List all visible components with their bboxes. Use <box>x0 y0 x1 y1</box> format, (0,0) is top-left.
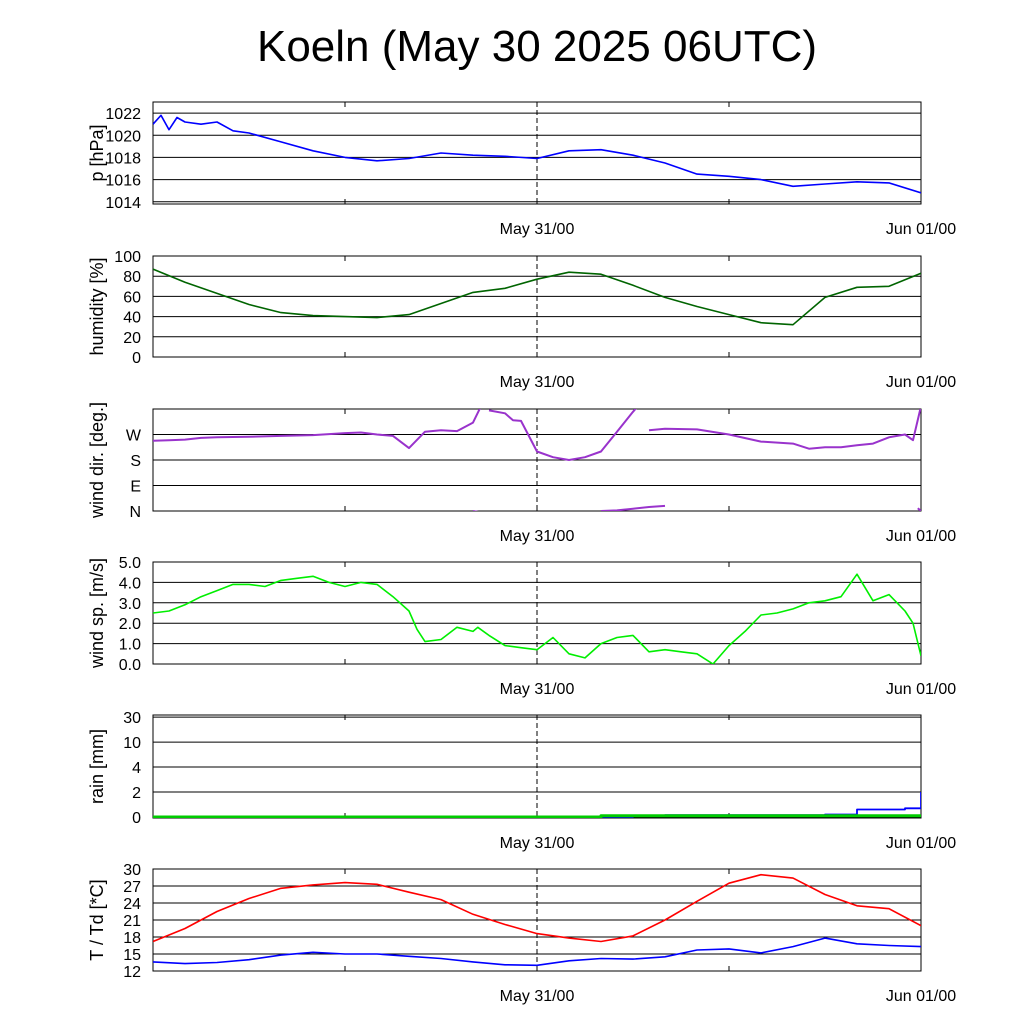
rain-ytick-label: 30 <box>123 710 141 727</box>
wind_dir-xtick-label: Jun 01/00 <box>886 528 956 545</box>
rain-xtick-label: May 31/00 <box>500 835 575 852</box>
pressure-ytick-label: 1014 <box>105 195 141 212</box>
temperature-xtick-label: May 31/00 <box>500 988 575 1005</box>
temperature-series-line <box>153 873 921 943</box>
temperature-ytick-label: 18 <box>123 930 141 947</box>
wind-dir-series-line <box>153 409 481 450</box>
pressure-xtick-label: May 31/00 <box>500 221 575 238</box>
temperature-ytick-label: 12 <box>123 964 141 981</box>
humidity-ytick-label: 40 <box>123 310 141 327</box>
rain-ytick-label: 0 <box>132 810 141 827</box>
wind_speed-ytick-label: 1.0 <box>119 637 141 654</box>
temperature-ytick-label: 15 <box>123 947 141 964</box>
wind_speed-ytick-label: 5.0 <box>119 555 141 572</box>
humidity-ytick-label: 20 <box>123 330 141 347</box>
wind_dir-ytick-label: E <box>130 479 141 496</box>
rain-xtick-label: Jun 01/00 <box>886 835 956 852</box>
pressure-ytick-label: 1016 <box>105 173 141 190</box>
humidity-ytick-label: 100 <box>114 249 141 266</box>
humidity-ytick-label: 60 <box>123 289 141 306</box>
wind_speed-ytick-label: 2.0 <box>119 616 141 633</box>
wind_speed-ytick-label: 4.0 <box>119 575 141 592</box>
wind-dir-series-line <box>648 409 921 450</box>
rain-series-line-1 <box>153 814 921 818</box>
humidity-ylabel: humidity [%] <box>87 257 107 355</box>
temperature-xtick-label: Jun 01/00 <box>886 988 956 1005</box>
chart-title: Koeln (May 30 2025 06UTC) <box>256 22 818 71</box>
wind-speed-series-line <box>153 573 921 664</box>
wind_speed-ytick-label: 0.0 <box>119 657 141 674</box>
wind_speed-ytick-label: 3.0 <box>119 596 141 613</box>
pressure-xtick-label: Jun 01/00 <box>886 221 956 238</box>
wind_speed-ylabel: wind sp. [m/s] <box>87 558 107 669</box>
wind-dir-series-line <box>488 409 637 461</box>
humidity-ytick-label: 0 <box>132 350 141 367</box>
wind_speed-xtick-label: May 31/00 <box>500 681 575 698</box>
wind_dir-xtick-label: May 31/00 <box>500 528 575 545</box>
wind_dir-ytick-label: N <box>129 504 141 521</box>
wind-dir-low-series-line <box>917 507 921 511</box>
temperature-ylabel: T / Td [*C] <box>87 879 107 960</box>
wind_dir-ytick-label: W <box>126 428 142 445</box>
rain-ytick-label: 4 <box>132 760 141 777</box>
pressure-ylabel: p [hPa] <box>87 124 107 181</box>
wind_speed-xtick-label: Jun 01/00 <box>886 681 956 698</box>
wind-dir-low-series-line <box>600 504 666 511</box>
pressure-ytick-label: 1020 <box>105 128 141 145</box>
rain-ylabel: rain [mm] <box>87 729 107 804</box>
temperature-ytick-label: 27 <box>123 879 141 896</box>
humidity-ytick-label: 80 <box>123 269 141 286</box>
humidity-xtick-label: Jun 01/00 <box>886 374 956 391</box>
temperature-ytick-label: 30 <box>123 862 141 879</box>
humidity-series-line <box>153 268 921 326</box>
humidity-xtick-label: May 31/00 <box>500 374 575 391</box>
wind_dir-ytick-label: S <box>130 453 141 470</box>
temperature-ytick-label: 24 <box>123 896 141 913</box>
pressure-ytick-label: 1018 <box>105 150 141 167</box>
rain-ytick-label: 2 <box>132 785 141 802</box>
dewpoint-series-line <box>153 937 921 967</box>
wind_dir-ylabel: wind dir. [deg.] <box>87 402 107 519</box>
pressure-ytick-label: 1022 <box>105 106 141 123</box>
rain-ytick-label: 10 <box>123 735 141 752</box>
pressure-series-line <box>153 114 921 194</box>
temperature-ytick-label: 21 <box>123 913 141 930</box>
